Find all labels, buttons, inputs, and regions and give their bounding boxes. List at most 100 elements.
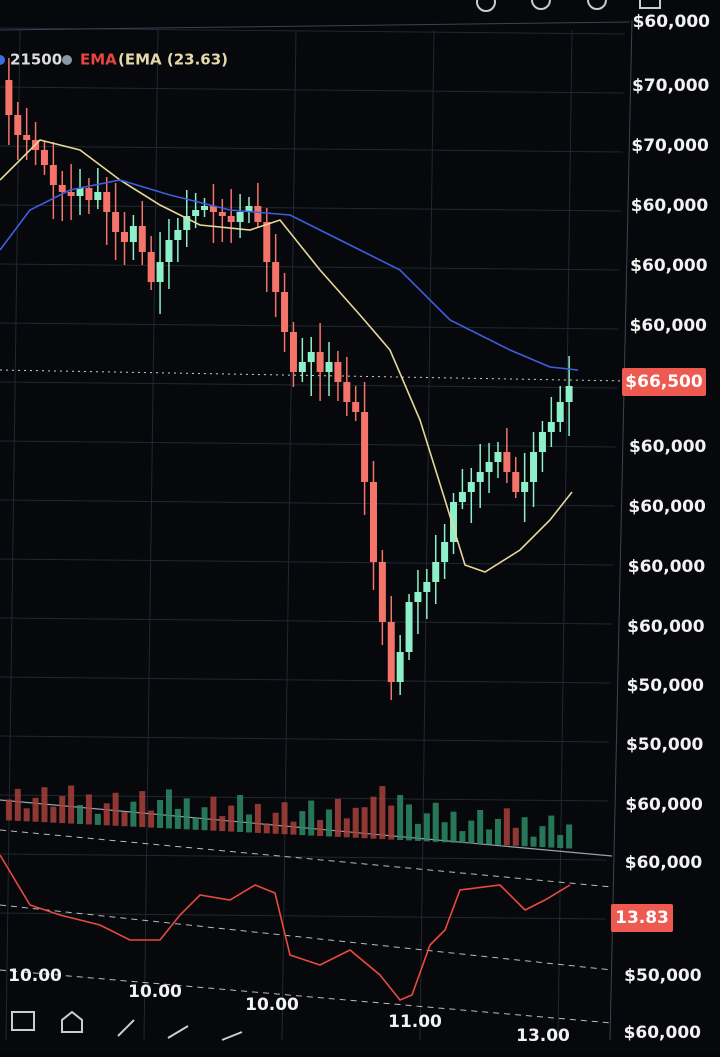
volume-bar [41,787,48,823]
volume-bar [450,811,457,843]
tool-icon[interactable] [167,1025,189,1039]
legend-ema: EMA [80,51,117,69]
price-label: $70,000 [631,136,709,156]
volume-bar [112,792,119,826]
volume-bar [423,813,430,842]
tool-icon[interactable] [221,1031,243,1041]
price-label: $70,000 [632,76,710,96]
price-label: $50,000 [624,966,702,986]
volume-bar [254,803,261,833]
tool-icon[interactable] [117,1019,135,1037]
candle-body [289,332,297,372]
candle-body [103,192,111,212]
candle-body [156,262,164,282]
level-line [0,829,613,888]
tool-icon[interactable] [531,0,551,10]
volume-bar [210,796,217,831]
volume-bar [548,815,555,848]
candle-body [85,188,93,200]
tool-icon[interactable] [587,0,607,10]
candle-body [40,150,48,165]
volume-bar [23,808,30,822]
candle-body [201,206,209,210]
volume-bar [539,826,546,848]
candle-body [405,602,413,652]
time-label: 10.00 [128,982,182,1002]
grid-line [0,794,609,802]
candle-body [5,80,13,115]
volume-bar [361,807,368,839]
volume-bar [308,800,315,836]
grid-line [143,29,159,1041]
volume-bar [557,835,564,849]
volume-bar [334,798,341,837]
candle-body [183,216,191,230]
grid-line [0,263,620,271]
volume-bar [121,812,128,827]
volume-bar [290,821,297,835]
tool-icon[interactable] [639,0,661,9]
top-border [0,21,631,31]
volume-bar [521,817,528,847]
volume-bar [59,796,66,824]
price-label: $60,000 [630,256,708,276]
volume-bar [459,831,466,844]
volume-bar [397,795,404,841]
candle-body [174,230,182,240]
volume-bar [468,820,475,844]
grid-line [5,29,21,1041]
grid-line [0,617,613,625]
time-label: 10.00 [245,995,299,1015]
indicator-tag-text: 13.83 [615,908,669,928]
tool-icon[interactable] [11,1011,35,1031]
tool-icon[interactable] [476,0,496,12]
candle-body [334,362,342,382]
candle-body [458,492,466,502]
price-label: $60,000 [628,497,706,517]
axis-border [609,19,633,1041]
candle-body [192,210,200,216]
candle-body [547,422,555,432]
candle-body [120,232,128,242]
time-label: 10.00 [8,966,62,986]
grid-line [0,440,616,448]
legend-dot [62,55,72,65]
candle-body [316,352,324,372]
candle-body [512,472,520,492]
candle-body [307,352,315,362]
volume-bar [245,814,252,833]
grid-line [557,29,573,1041]
candle-body [467,482,475,492]
legend-dot [0,55,5,65]
volume-bar [130,801,137,827]
volume-bar [530,836,537,847]
volume-bar [201,807,208,831]
candle-body [49,165,57,185]
pane-divider [0,799,613,857]
price-line [0,369,626,382]
dashed-levels [0,829,613,1024]
candle-body [272,262,280,292]
volume-bar [228,805,235,832]
candle-body [361,412,369,482]
candle-body [254,206,262,222]
volume-bar [139,791,146,828]
candles [5,58,573,700]
candle-body [352,402,360,412]
grid-line [0,853,607,861]
candle-body [298,362,306,372]
grid-line [0,86,624,94]
candle-body [530,452,538,482]
price-label: $60,000 [630,316,708,336]
grid-line [0,912,606,920]
volume-bar [379,786,386,840]
price-label: $60,000 [628,557,706,577]
candle-body [521,482,529,492]
candle-body [281,292,289,332]
volume-bar [148,810,155,828]
time-label: 13.00 [516,1026,570,1046]
tool-icon[interactable] [61,1010,83,1033]
volume-bar [414,823,421,841]
candle-body [396,652,404,682]
volume-bar [68,785,75,824]
